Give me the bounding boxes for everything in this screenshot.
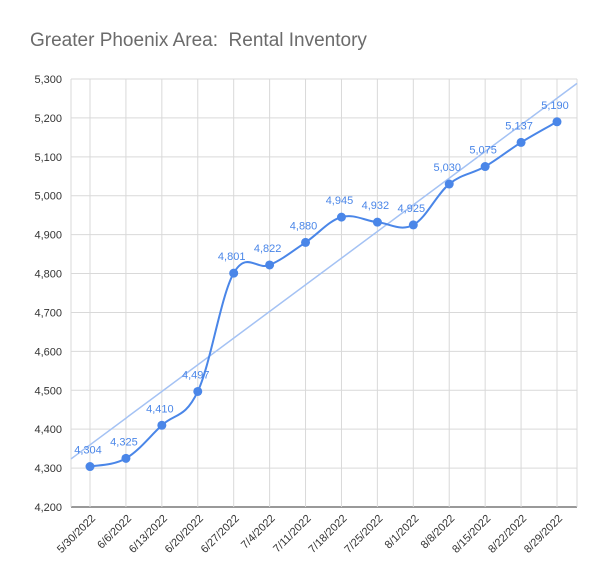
x-tick-label: 8/1/2022 <box>383 513 422 552</box>
x-tick-label: 5/30/2022 <box>55 513 98 556</box>
x-tick-label: 6/27/2022 <box>199 513 242 556</box>
data-labels: 4,304 4,325 4,410 4,497 4,801 4,822 4,880 4,945… <box>74 100 569 457</box>
data-label: 5,190 <box>541 100 569 112</box>
x-tick-label: 8/29/2022 <box>522 513 565 556</box>
data-point <box>444 179 454 189</box>
data-label: 4,325 <box>110 436 138 448</box>
data-point <box>408 220 418 230</box>
data-point <box>552 117 562 127</box>
y-axis: 4,200 4,300 4,400 4,500 4,600 4,700 4,800 4,900… <box>34 74 62 514</box>
series-line <box>89 120 558 468</box>
data-label: 4,801 <box>218 251 246 263</box>
y-tick-label: 4,800 <box>34 269 62 281</box>
data-point <box>516 137 526 147</box>
data-point <box>157 420 167 430</box>
y-tick-label: 5,200 <box>34 113 62 125</box>
chart-title: Greater Phoenix Area: Rental Inventory <box>30 30 367 51</box>
gridlines <box>70 78 578 508</box>
data-label: 4,932 <box>362 200 390 212</box>
data-label: 4,880 <box>290 220 318 232</box>
data-point <box>229 268 239 278</box>
y-tick-label: 5,000 <box>34 191 62 203</box>
data-point <box>121 453 131 463</box>
trendline-group <box>70 82 578 460</box>
y-tick-label: 4,500 <box>34 385 62 397</box>
data-label: 5,137 <box>505 120 533 132</box>
y-tick-label: 4,600 <box>34 346 62 358</box>
series-group <box>85 117 562 472</box>
data-point <box>193 386 203 396</box>
data-label: 4,945 <box>326 195 354 207</box>
y-tick-label: 4,700 <box>34 307 62 319</box>
data-point <box>265 260 275 270</box>
y-tick-label: 4,900 <box>34 230 62 242</box>
data-point <box>85 462 95 472</box>
y-tick-label: 4,200 <box>34 502 62 514</box>
x-tick-label: 7/25/2022 <box>342 513 385 556</box>
y-tick-label: 4,400 <box>34 424 62 436</box>
data-label: 4,925 <box>398 203 426 215</box>
data-label: 4,497 <box>182 369 210 381</box>
data-point <box>372 217 382 227</box>
x-axis: 5/30/20226/6/20226/13/20226/20/20226/27/… <box>55 513 565 556</box>
trendline <box>70 82 578 460</box>
data-point <box>480 162 490 172</box>
data-label: 5,030 <box>433 162 461 174</box>
data-label: 4,304 <box>74 445 102 457</box>
data-point <box>301 237 311 247</box>
data-label: 5,075 <box>469 145 497 157</box>
data-label: 4,410 <box>146 403 174 415</box>
y-tick-label: 5,100 <box>34 152 62 164</box>
data-point <box>336 212 346 222</box>
data-label: 4,822 <box>254 243 282 255</box>
y-tick-label: 5,300 <box>34 74 62 86</box>
y-tick-label: 4,300 <box>34 463 62 475</box>
